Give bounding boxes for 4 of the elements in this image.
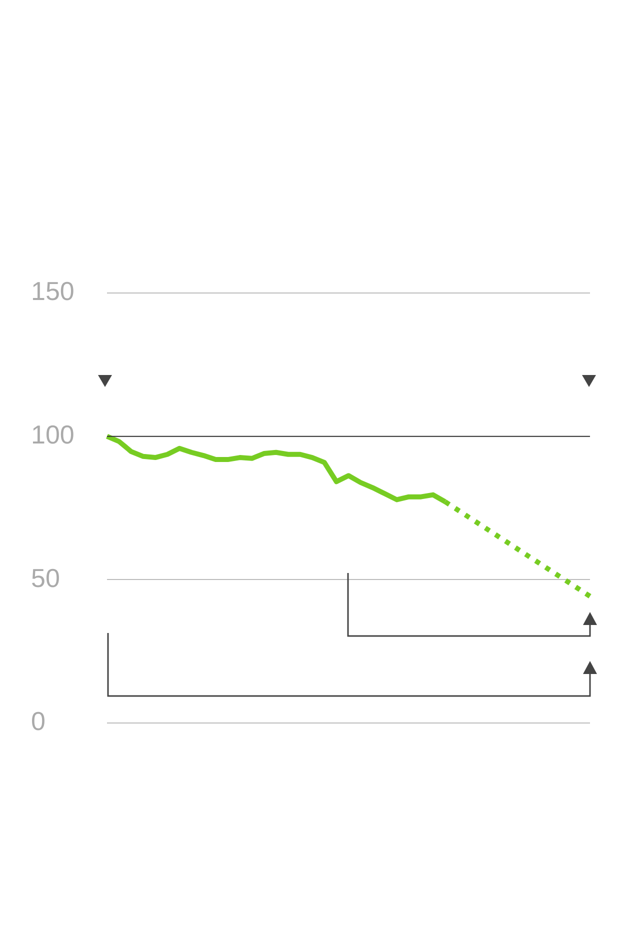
y-tick-label: 50 xyxy=(31,562,60,593)
y-tick-label: 150 xyxy=(31,276,74,306)
y-tick-label: 0 xyxy=(31,706,46,736)
y-tick-label: 100 xyxy=(31,420,74,450)
